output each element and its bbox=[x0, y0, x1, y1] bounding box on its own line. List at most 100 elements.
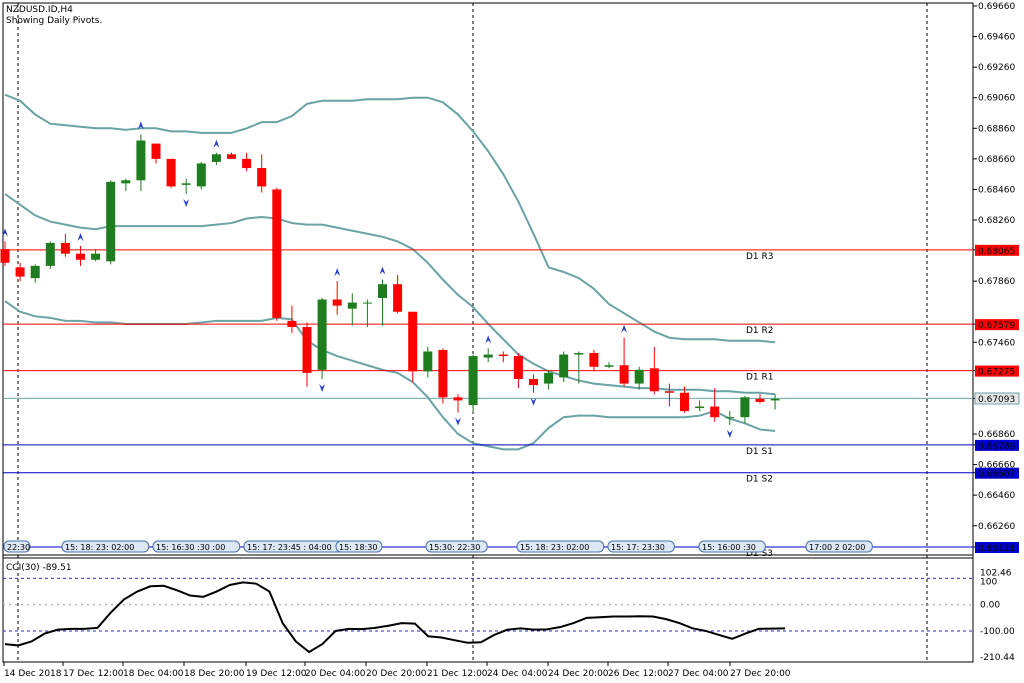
candle-body bbox=[453, 397, 463, 401]
session-box bbox=[698, 540, 766, 553]
session-box bbox=[607, 540, 675, 553]
cci-tick-label: -100.00 bbox=[980, 627, 1015, 637]
candle-body bbox=[317, 299, 327, 370]
candle-body bbox=[634, 369, 644, 384]
price-tick-label: 0.69460 bbox=[978, 33, 1015, 43]
price-tick-label: 0.68460 bbox=[978, 185, 1015, 195]
pivot-price-label: 0.66607 bbox=[978, 470, 1015, 480]
time-label: 27 Dec 04:00 bbox=[668, 669, 729, 679]
candle-body bbox=[664, 391, 674, 393]
session-box bbox=[335, 540, 383, 553]
time-axis[interactable]: 14 Dec 2018 17 Dec 12:00 18 Dec 04:00 18 De… bbox=[3, 662, 791, 679]
candle-body bbox=[181, 183, 191, 185]
pivot-price-label: 0.67275 bbox=[978, 368, 1015, 378]
current-price-label: 0.67093 bbox=[978, 395, 1015, 405]
session-boxes: 22:30 15: 18: 23: 02:00 15: 16:30 :30 :00 1… bbox=[3, 540, 873, 553]
candle-body bbox=[287, 320, 297, 328]
candle-body bbox=[468, 356, 478, 405]
fractal-down-arrow bbox=[530, 397, 537, 406]
candle-body bbox=[347, 302, 357, 309]
time-label: 17 Dec 12:00 bbox=[63, 669, 124, 679]
candle-body bbox=[483, 354, 493, 358]
cci-label: CCI(30) -89.51 bbox=[6, 563, 72, 573]
candle-body bbox=[423, 351, 433, 372]
session-box-label: 15: 17: 23:45 : 04:00 bbox=[247, 543, 332, 552]
fractal-up-arrow bbox=[213, 139, 220, 148]
price-tick-label: 0.66460 bbox=[978, 491, 1015, 501]
candle-body bbox=[378, 284, 387, 298]
time-label: 21 Dec 12:00 bbox=[427, 669, 488, 679]
candle-body bbox=[710, 406, 720, 418]
bollinger-middle-line bbox=[4, 193, 776, 396]
fractal-up-arrow bbox=[77, 233, 84, 242]
fractal-down-arrow bbox=[455, 417, 461, 426]
candle-body bbox=[166, 158, 176, 187]
candle-body bbox=[770, 398, 780, 401]
fractal-up-arrow bbox=[334, 268, 341, 277]
fractal-up-arrow bbox=[485, 335, 492, 344]
pivot-price-tag bbox=[975, 319, 1019, 331]
candle-body bbox=[589, 353, 599, 367]
candle-body bbox=[106, 181, 116, 262]
candle-body bbox=[544, 372, 554, 384]
session-box-label: 15: 18:30 bbox=[339, 543, 377, 552]
candle-body bbox=[76, 253, 85, 260]
price-tick-label: 0.69260 bbox=[978, 63, 1015, 73]
price-tick-label: 0.68860 bbox=[978, 124, 1015, 134]
candle-body bbox=[529, 378, 538, 386]
candle-body bbox=[498, 354, 508, 357]
symbol-label: NZDUSD.ID,H4 bbox=[6, 5, 73, 15]
candle-body bbox=[242, 158, 252, 169]
candle-body bbox=[438, 349, 448, 398]
candle-body bbox=[559, 354, 569, 378]
pivot-name: D1 R1 bbox=[746, 373, 774, 383]
chart-frame bbox=[2, 2, 974, 663]
pivot-subtitle: Showing Daily Pivots. bbox=[6, 16, 102, 26]
candle-body bbox=[574, 353, 584, 355]
daily-pivot-lines: D1 R3 0.68065 D1 R2 0.67579 D1 R1 0.67275 D1 S… bbox=[3, 244, 1019, 559]
fractal-arrows bbox=[2, 121, 733, 438]
time-label: 26 Dec 12:00 bbox=[608, 669, 669, 679]
price-tick-label: 0.67860 bbox=[978, 277, 1015, 287]
session-box bbox=[61, 540, 150, 553]
candle-body bbox=[211, 154, 221, 162]
session-box-label: 15: 17: 23:30 bbox=[611, 543, 665, 552]
candle-body bbox=[408, 311, 418, 372]
pivot-price-label: 0.66121 bbox=[978, 544, 1015, 554]
pivot-price-tag bbox=[975, 365, 1019, 377]
cci-tick-label: -210.44 bbox=[980, 653, 1015, 663]
candle-body bbox=[332, 299, 342, 306]
candle-body bbox=[30, 265, 40, 279]
candle-body bbox=[649, 368, 659, 392]
session-box-label: 15:30: 22:30 bbox=[429, 543, 480, 552]
time-label: 18 Dec 04:00 bbox=[123, 669, 184, 679]
session-box-label: 15: 16:30 :30 :00 bbox=[156, 543, 225, 552]
pivot-price-tag bbox=[975, 467, 1019, 479]
fractal-up-arrow bbox=[2, 228, 8, 237]
candle-body bbox=[695, 406, 705, 409]
candle-body bbox=[121, 180, 131, 184]
pivot-price-label: 0.67579 bbox=[978, 321, 1015, 331]
session-box-label: 22:30 bbox=[7, 543, 30, 552]
candle-body bbox=[15, 267, 25, 277]
session-box bbox=[3, 540, 31, 553]
candle-body bbox=[257, 168, 267, 187]
time-label: 27 Dec 20:00 bbox=[730, 669, 791, 679]
time-label: 18 Dec 20:00 bbox=[184, 669, 245, 679]
session-box-label: 15: 18: 23: 02:00 bbox=[520, 543, 589, 552]
bollinger-upper-line bbox=[4, 93, 776, 344]
pivot-price-tag bbox=[975, 542, 1019, 553]
time-label: 24 Dec 20:00 bbox=[548, 669, 609, 679]
candle-body bbox=[725, 417, 735, 419]
candle-body bbox=[393, 284, 403, 312]
price-tick-label: 0.66860 bbox=[978, 430, 1015, 440]
time-label: 19 Dec 12:00 bbox=[246, 669, 307, 679]
session-box-label: 17:00 2 02:00 bbox=[809, 543, 865, 552]
price-tick-label: 0.67460 bbox=[978, 338, 1015, 348]
candle-body bbox=[136, 140, 146, 181]
pivot-name: D1 S1 bbox=[746, 447, 773, 457]
session-box bbox=[516, 540, 605, 553]
candle-body bbox=[0, 249, 10, 263]
candle-body bbox=[619, 365, 629, 384]
